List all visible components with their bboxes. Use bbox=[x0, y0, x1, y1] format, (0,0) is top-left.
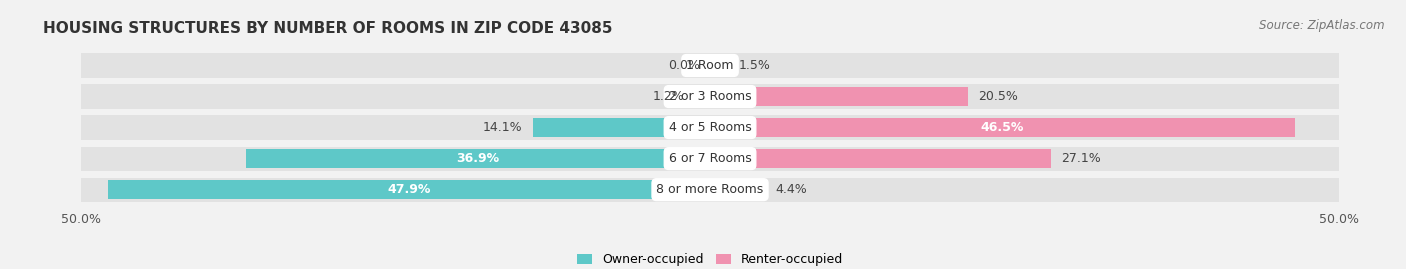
Legend: Owner-occupied, Renter-occupied: Owner-occupied, Renter-occupied bbox=[572, 248, 848, 269]
Bar bbox=[710, 56, 728, 75]
Text: 8 or more Rooms: 8 or more Rooms bbox=[657, 183, 763, 196]
Text: 4.4%: 4.4% bbox=[776, 183, 807, 196]
Bar bbox=[710, 180, 765, 199]
Bar bbox=[710, 118, 1295, 137]
Text: Source: ZipAtlas.com: Source: ZipAtlas.com bbox=[1260, 19, 1385, 32]
Text: 1.2%: 1.2% bbox=[654, 90, 685, 103]
Text: 36.9%: 36.9% bbox=[457, 152, 499, 165]
Bar bbox=[533, 118, 710, 137]
Text: 27.1%: 27.1% bbox=[1060, 152, 1101, 165]
Bar bbox=[82, 84, 1339, 109]
Text: 0.0%: 0.0% bbox=[668, 59, 700, 72]
Bar bbox=[710, 87, 967, 106]
Bar bbox=[82, 115, 1339, 140]
Text: 2 or 3 Rooms: 2 or 3 Rooms bbox=[669, 90, 751, 103]
Text: 4 or 5 Rooms: 4 or 5 Rooms bbox=[669, 121, 751, 134]
Text: 1.5%: 1.5% bbox=[740, 59, 770, 72]
Text: HOUSING STRUCTURES BY NUMBER OF ROOMS IN ZIP CODE 43085: HOUSING STRUCTURES BY NUMBER OF ROOMS IN… bbox=[44, 20, 613, 36]
Bar bbox=[710, 149, 1050, 168]
Text: 47.9%: 47.9% bbox=[387, 183, 430, 196]
Text: 6 or 7 Rooms: 6 or 7 Rooms bbox=[669, 152, 751, 165]
Bar bbox=[82, 53, 1339, 77]
Text: 14.1%: 14.1% bbox=[484, 121, 523, 134]
Bar bbox=[695, 87, 710, 106]
Text: 20.5%: 20.5% bbox=[977, 90, 1018, 103]
Bar bbox=[246, 149, 710, 168]
Bar bbox=[82, 147, 1339, 171]
Bar bbox=[82, 178, 1339, 202]
Text: 46.5%: 46.5% bbox=[980, 121, 1024, 134]
Bar bbox=[108, 180, 710, 199]
Text: 1 Room: 1 Room bbox=[686, 59, 734, 72]
